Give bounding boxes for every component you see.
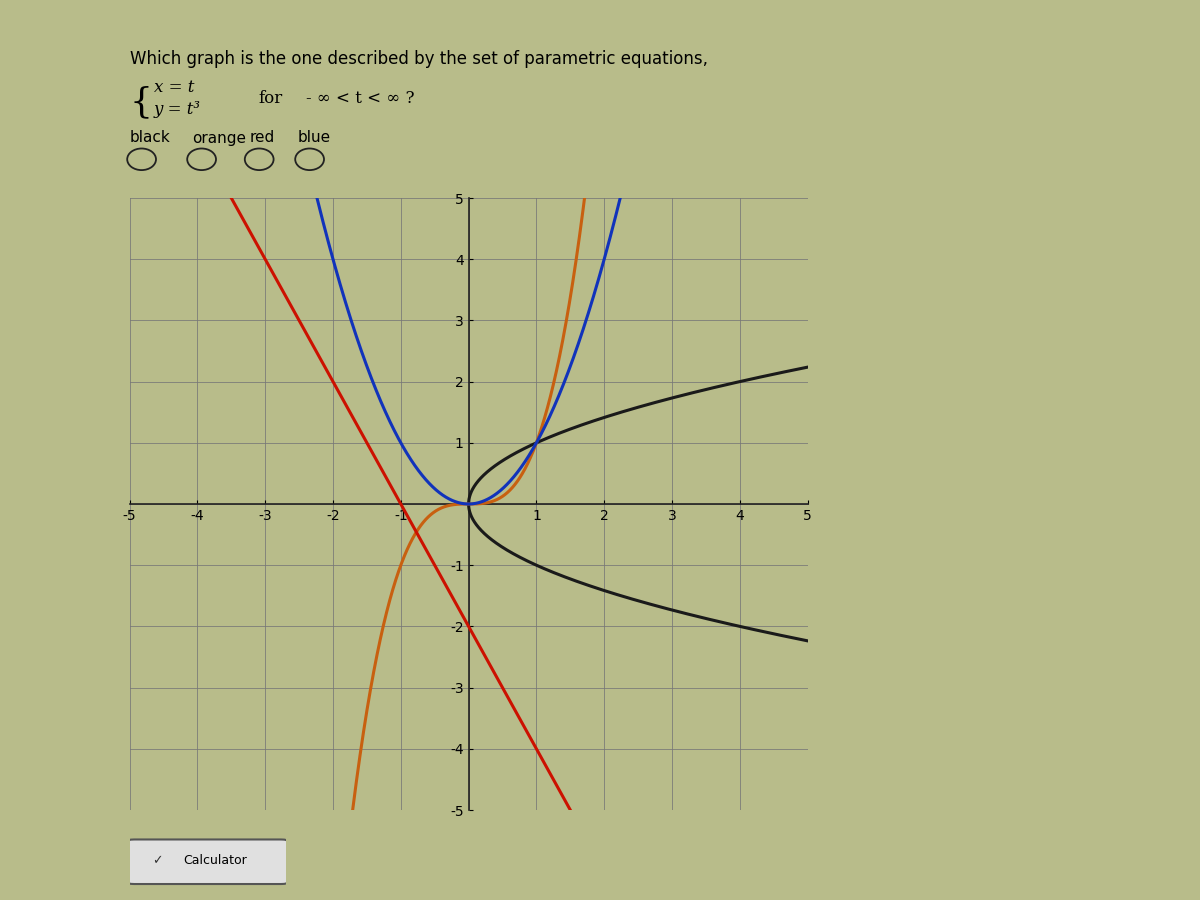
Text: for: for (258, 90, 282, 107)
Text: - ∞ < t < ∞ ?: - ∞ < t < ∞ ? (306, 90, 414, 107)
Text: x = t: x = t (154, 79, 194, 96)
Text: orange: orange (192, 130, 246, 146)
Text: {: { (130, 86, 152, 120)
Text: y = t³: y = t³ (154, 101, 200, 118)
Text: blue: blue (298, 130, 331, 146)
Text: ✓: ✓ (152, 854, 163, 868)
FancyBboxPatch shape (126, 840, 289, 884)
Text: red: red (250, 130, 275, 146)
Text: Which graph is the one described by the set of parametric equations,: Which graph is the one described by the … (130, 50, 708, 68)
Text: black: black (130, 130, 170, 146)
Text: Calculator: Calculator (184, 854, 247, 868)
